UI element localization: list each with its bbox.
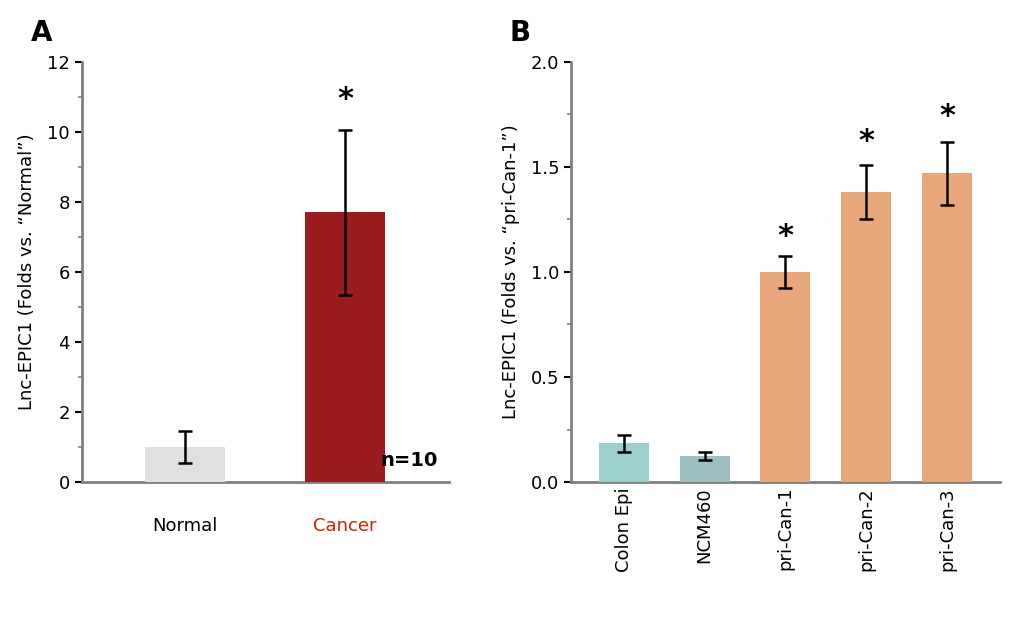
Text: *: * [938, 102, 954, 131]
Bar [921, 173, 971, 482]
Bar [598, 443, 648, 482]
Y-axis label: Lnc-EPIC1 (Folds vs. “Normal”): Lnc-EPIC1 (Folds vs. “Normal”) [17, 133, 36, 410]
Y-axis label: Lnc-EPIC1 (Folds vs. “pri-Can-1”): Lnc-EPIC1 (Folds vs. “pri-Can-1”) [501, 125, 519, 419]
Text: B: B [510, 19, 531, 46]
Bar [759, 272, 810, 482]
Bar [841, 192, 891, 482]
Text: Normal: Normal [153, 517, 218, 535]
Bar [305, 213, 384, 482]
Text: Cancer: Cancer [313, 517, 376, 535]
Text: *: * [336, 85, 353, 114]
Text: A: A [31, 19, 52, 46]
Text: n=10: n=10 [380, 451, 437, 470]
Text: *: * [776, 222, 793, 251]
Text: *: * [857, 127, 873, 156]
Bar [146, 447, 225, 482]
Bar [679, 455, 729, 482]
